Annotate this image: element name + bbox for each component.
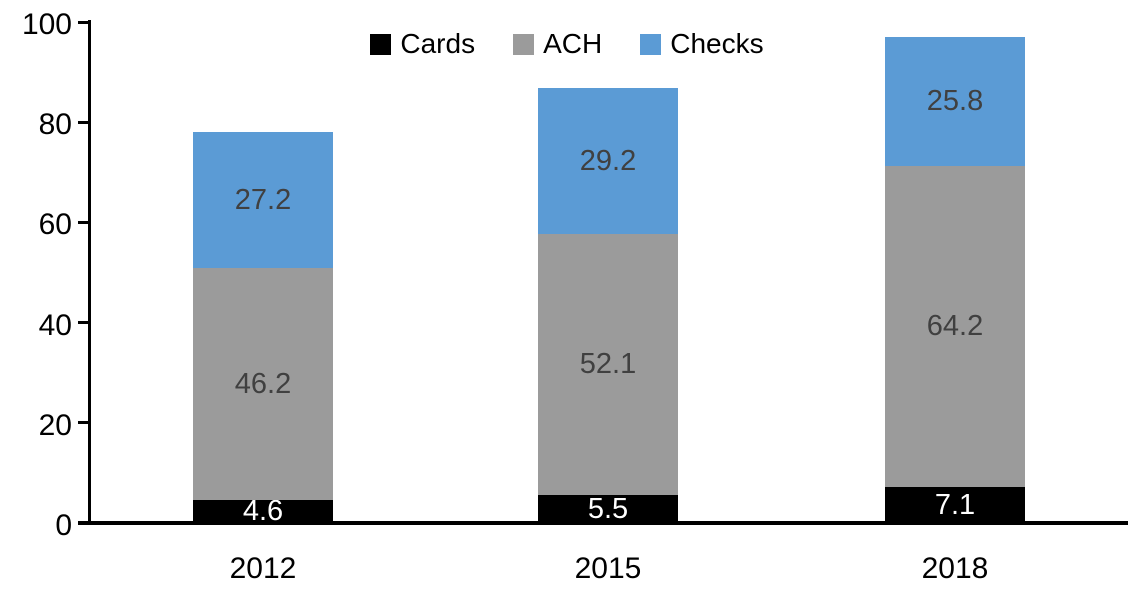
bar-value-label: 27.2 [234, 183, 292, 216]
y-tick [78, 321, 90, 325]
legend-swatch-ach [513, 33, 535, 55]
bar-value-label: 4.6 [242, 494, 284, 527]
bar-value-label: 5.5 [587, 492, 629, 525]
legend-swatch-cards [370, 33, 392, 55]
legend-item-checks: Checks [640, 28, 764, 59]
legend-item-ach: ACH [513, 30, 602, 58]
bar-segment-cards-2018: 7.1 [885, 487, 1025, 523]
bar-segment-checks-2012: 27.2 [193, 132, 333, 269]
bar-segment-ach-2015: 52.1 [538, 234, 678, 496]
y-tick-label: 100 [21, 8, 72, 41]
bar-value-label: 46.2 [234, 367, 292, 400]
y-tick [78, 220, 90, 224]
y-tick [78, 120, 90, 124]
y-axis-line [88, 20, 91, 525]
x-category-label-2015: 2015 [574, 552, 642, 585]
y-tick-label: 60 [38, 208, 72, 242]
x-category-label-2018: 2018 [921, 552, 989, 585]
legend-label: Checks [670, 28, 764, 59]
y-tick [78, 421, 90, 425]
bar-segment-cards-2012: 4.6 [193, 494, 333, 527]
bar-value-label: 52.1 [579, 348, 637, 381]
bar-value-label: 29.2 [579, 144, 637, 177]
legend-label: ACH [543, 28, 603, 59]
legend-item-cards: Cards [370, 30, 475, 58]
bar-segment-ach-2012: 46.2 [193, 268, 333, 500]
y-tick-label: 0 [55, 509, 72, 542]
bar-segment-checks-2018: 25.8 [885, 36, 1025, 166]
y-tick-label: 80 [38, 108, 72, 142]
bar-segment-checks-2015: 29.2 [538, 88, 678, 235]
y-tick-label: 40 [38, 308, 72, 342]
bar-segment-ach-2018: 64.2 [885, 165, 1025, 488]
bar-value-label: 7.1 [934, 488, 976, 521]
bar-segment-cards-2015: 5.5 [538, 492, 678, 525]
legend-swatch-checks [640, 33, 662, 55]
y-tick-label: 20 [38, 408, 72, 442]
y-tick [78, 20, 90, 24]
bar-value-label: 64.2 [926, 310, 984, 343]
bar-value-label: 25.8 [926, 84, 984, 117]
x-axis-line [78, 521, 1128, 525]
x-category-label-2012: 2012 [229, 552, 297, 585]
legend-label: Cards [400, 28, 476, 59]
